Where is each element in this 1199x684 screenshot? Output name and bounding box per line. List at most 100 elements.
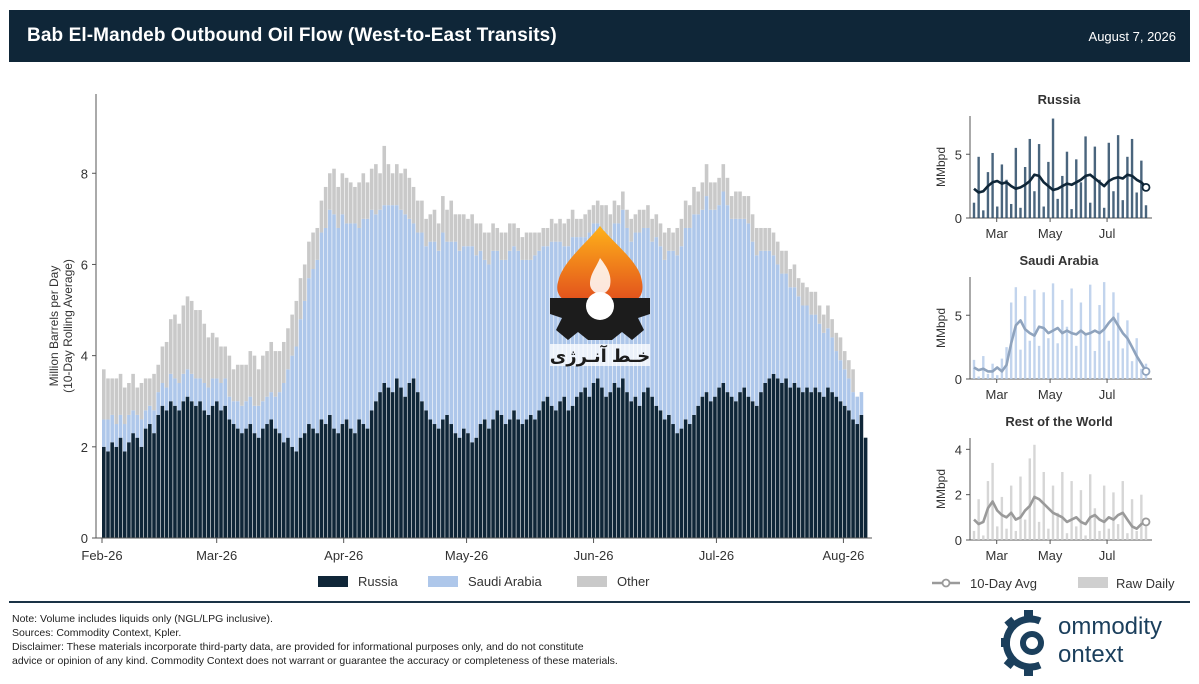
bar-russia bbox=[273, 428, 278, 538]
bar-russia bbox=[750, 401, 755, 538]
bar-russia bbox=[838, 401, 843, 538]
bar-saudi-arabia bbox=[415, 232, 420, 393]
bar-other bbox=[457, 214, 462, 251]
bar-saudi-arabia bbox=[261, 401, 265, 429]
bar-other bbox=[708, 182, 713, 210]
bar-russia bbox=[340, 424, 345, 538]
panel-y-axis-label: MMbpd bbox=[934, 469, 948, 509]
bar-russia bbox=[503, 424, 508, 538]
bar-saudi-arabia bbox=[830, 337, 834, 393]
panel-title: Rest of the World bbox=[1005, 414, 1112, 429]
bar-russia bbox=[600, 387, 604, 538]
bar-russia bbox=[261, 428, 265, 538]
bar-other bbox=[202, 323, 207, 383]
bar-russia bbox=[478, 424, 483, 538]
bar-russia bbox=[775, 378, 780, 538]
bar-saudi-arabia bbox=[357, 227, 361, 420]
bar-other bbox=[302, 264, 307, 301]
bar-russia bbox=[679, 428, 684, 538]
panel-raw-bar bbox=[1005, 179, 1008, 218]
bar-saudi-arabia bbox=[143, 410, 148, 429]
bar-other bbox=[813, 291, 818, 315]
panel-raw-bar bbox=[1126, 533, 1129, 540]
panel-raw-bar bbox=[1079, 490, 1083, 540]
bar-other bbox=[332, 168, 336, 215]
bar-saudi-arabia bbox=[838, 360, 843, 402]
bar-saudi-arabia bbox=[738, 218, 742, 393]
bar-other bbox=[210, 332, 215, 379]
bar-russia bbox=[788, 387, 793, 538]
bar-russia bbox=[281, 442, 286, 538]
bar-other bbox=[817, 305, 822, 324]
bar-saudi-arabia bbox=[834, 351, 839, 397]
bar-other bbox=[566, 218, 571, 247]
bar-russia bbox=[692, 414, 696, 538]
x-tick-label: Jun-26 bbox=[574, 548, 614, 563]
bar-other bbox=[767, 227, 772, 251]
bar-other bbox=[792, 264, 797, 288]
bar-saudi-arabia bbox=[328, 209, 332, 415]
bar-saudi-arabia bbox=[135, 414, 140, 438]
bar-saudi-arabia bbox=[746, 223, 751, 397]
bar-russia bbox=[164, 410, 169, 538]
bar-other bbox=[570, 209, 575, 238]
bar-russia bbox=[382, 382, 387, 538]
bar-other bbox=[541, 227, 546, 247]
panel-raw-bar bbox=[1084, 334, 1087, 379]
bar-russia bbox=[156, 414, 161, 538]
bar-other bbox=[641, 209, 646, 228]
panel-raw-bar bbox=[1047, 161, 1050, 218]
bar-russia bbox=[537, 410, 541, 538]
bar-saudi-arabia bbox=[202, 382, 207, 411]
bar-russia bbox=[198, 401, 202, 538]
bar-other bbox=[671, 232, 675, 251]
bar-other bbox=[654, 214, 659, 238]
bar-russia bbox=[415, 392, 420, 538]
bar-other bbox=[315, 227, 320, 260]
bar-saudi-arabia bbox=[302, 300, 307, 434]
bar-other bbox=[696, 191, 700, 215]
bar-russia bbox=[641, 392, 646, 538]
bar-other bbox=[583, 214, 587, 238]
bar-other bbox=[688, 205, 692, 228]
bar-russia bbox=[809, 392, 813, 538]
bar-saudi-arabia bbox=[533, 255, 537, 420]
panel-y-tick-label: 5 bbox=[955, 308, 962, 323]
bar-russia bbox=[667, 414, 671, 538]
bar-russia bbox=[399, 387, 403, 538]
panel-avg-line bbox=[973, 173, 1147, 194]
bar-saudi-arabia bbox=[189, 373, 194, 402]
panel-raw-bar bbox=[1075, 345, 1078, 379]
panel-y-axis-label: MMbpd bbox=[934, 308, 948, 348]
bar-russia bbox=[122, 451, 127, 538]
bar-russia bbox=[549, 405, 554, 538]
bar-other bbox=[834, 332, 839, 352]
bar-other bbox=[173, 314, 177, 379]
panel-raw-bar bbox=[1061, 175, 1064, 218]
bar-other bbox=[198, 310, 202, 379]
bar-russia bbox=[453, 433, 458, 538]
panel-y-tick-label: 0 bbox=[955, 372, 962, 387]
bar-saudi-arabia bbox=[122, 424, 127, 452]
bar-saudi-arabia bbox=[194, 378, 198, 406]
bar-saudi-arabia bbox=[307, 278, 311, 425]
bar-russia bbox=[353, 433, 357, 538]
bar-other bbox=[415, 200, 420, 233]
bar-other bbox=[348, 182, 353, 224]
bar-russia bbox=[729, 396, 734, 538]
panel-raw-bar bbox=[1037, 144, 1041, 218]
bar-russia bbox=[805, 387, 809, 538]
bar-other bbox=[754, 227, 759, 256]
bar-saudi-arabia bbox=[671, 250, 675, 425]
y-axis-label-line: Million Barrels per Day bbox=[47, 266, 61, 387]
bar-saudi-arabia bbox=[508, 250, 512, 420]
bar-other bbox=[658, 223, 663, 247]
bar-other bbox=[235, 364, 240, 402]
bar-other bbox=[683, 200, 688, 228]
bar-saudi-arabia bbox=[206, 387, 211, 415]
bar-russia bbox=[461, 428, 466, 538]
bar-saudi-arabia bbox=[805, 305, 809, 388]
panel-raw-bar bbox=[1098, 530, 1101, 540]
panel-raw-bar bbox=[1014, 530, 1018, 540]
bar-saudi-arabia bbox=[298, 319, 303, 438]
